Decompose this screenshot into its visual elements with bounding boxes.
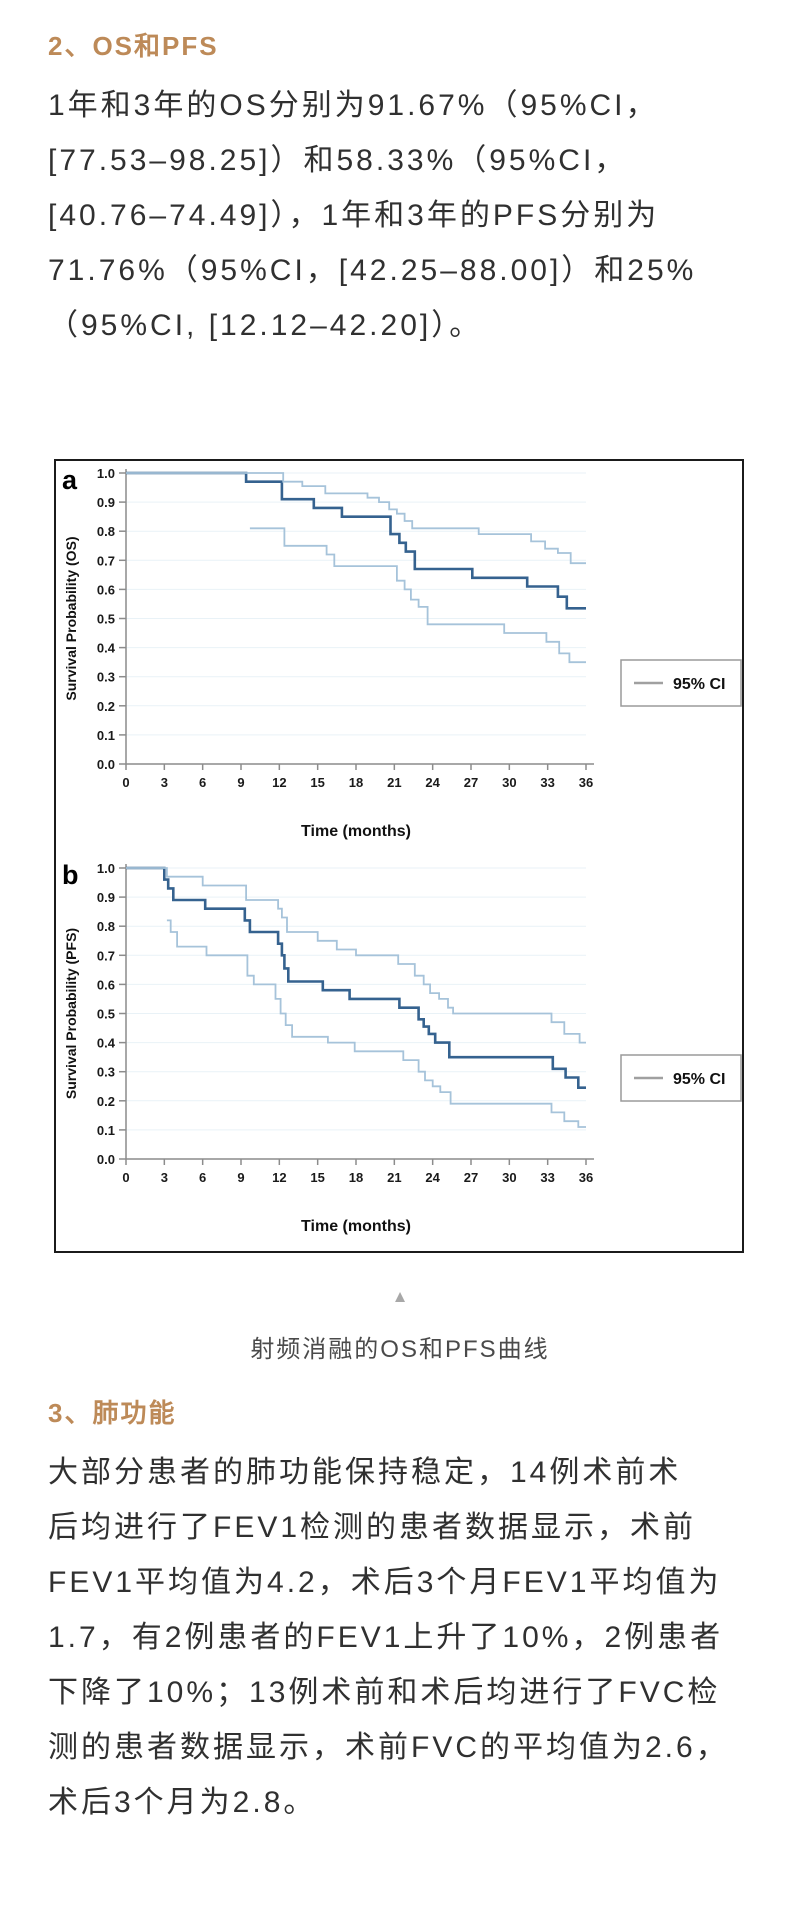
legend-label: 95% CI [673, 676, 725, 693]
x-tick-label: 33 [540, 775, 554, 790]
chart-os: 0.00.10.20.30.40.50.60.70.80.91.00 3 6 9 12 1… [62, 465, 742, 840]
y-axis-title: Survival Probability (PFS) [63, 928, 79, 1099]
y-tick-label: 1.0 [97, 466, 115, 481]
y-axis-title: Survival Probability (OS) [63, 536, 79, 700]
x-tick-label: 3 [161, 775, 168, 790]
x-tick-label: 36 [579, 775, 593, 790]
x-tick-label: 36 [579, 1170, 593, 1185]
section-heading-lung: 3、肺功能 [48, 1398, 177, 1428]
x-tick-label: 24 [425, 775, 440, 790]
y-tick-label: 0.3 [97, 670, 115, 685]
x-tick-label: 9 [237, 1170, 244, 1185]
series-ci-upper [126, 472, 586, 565]
y-tick-label: 0.0 [97, 757, 115, 772]
y-tick-label: 1.0 [97, 861, 115, 876]
series-ci-upper [126, 867, 586, 1044]
y-tick-label: 0.4 [97, 1036, 116, 1051]
x-tick-label: 18 [349, 1170, 363, 1185]
x-tick-label: 33 [540, 1170, 554, 1185]
y-tick-label: 0.4 [97, 641, 116, 656]
x-tick-label: 30 [502, 775, 516, 790]
x-tick-label: 6 [199, 1170, 206, 1185]
x-tick-label: 0 [122, 775, 129, 790]
y-tick-label: 0.7 [97, 553, 115, 568]
series-pfs-estimate [126, 866, 586, 1089]
x-tick-label: 12 [272, 775, 286, 790]
x-axis-title: Time (months) [301, 1218, 411, 1235]
x-tick-label: 24 [425, 1170, 440, 1185]
x-tick-label: 15 [310, 775, 324, 790]
paragraph-lung: 大部分患者的肺功能保持稳定，14例术前术 后均进行了FEV1检测的患者数据显示，… [48, 1456, 729, 1819]
y-tick-label: 0.0 [97, 1152, 115, 1167]
y-tick-label: 0.5 [97, 612, 115, 627]
caption-arrow-icon: ▲ [391, 1287, 409, 1306]
legend-label: 95% CI [673, 1071, 725, 1088]
y-tick-label: 0.7 [97, 948, 115, 963]
x-tick-label: 0 [122, 1170, 129, 1185]
paragraph-os-pfs: 1年和3年的OS分别为91.67%（95%CI， [77.53–98.25]）和… [48, 89, 697, 342]
x-tick-label: 15 [310, 1170, 324, 1185]
series-os-estimate [126, 471, 586, 610]
y-tick-label: 0.2 [97, 699, 115, 714]
y-tick-label: 0.5 [97, 1007, 115, 1022]
chart-pfs: 0.00.10.20.30.40.50.60.70.80.91.00 3 6 9 12 1… [62, 860, 742, 1235]
x-tick-label: 3 [161, 1170, 168, 1185]
series-ci-lower [249, 527, 586, 664]
x-tick-label: 9 [237, 775, 244, 790]
panel-label: b [62, 860, 79, 890]
y-tick-label: 0.2 [97, 1094, 115, 1109]
x-tick-label: 21 [387, 775, 401, 790]
x-tick-label: 27 [464, 775, 478, 790]
y-tick-label: 0.8 [97, 919, 115, 934]
x-tick-label: 18 [349, 775, 363, 790]
section-heading-os-pfs: 2、OS和PFS [48, 31, 219, 61]
x-tick-label: 12 [272, 1170, 286, 1185]
survival-figure: 0.0 0.1 0.2 0.3 0.4 0.5 0.6 0.7 0.8 0.9 1.0 0 3 6 9 12 1… [54, 459, 744, 1253]
y-tick-label: 0.9 [97, 890, 115, 905]
panel-label: a [62, 465, 78, 495]
x-tick-label: 27 [464, 1170, 478, 1185]
y-tick-label: 0.1 [97, 728, 115, 743]
y-tick-label: 0.1 [97, 1123, 115, 1138]
figure-caption: 射频消融的OS和PFS曲线 [250, 1336, 550, 1363]
x-tick-label: 6 [199, 775, 206, 790]
y-tick-label: 0.9 [97, 495, 115, 510]
x-tick-label: 30 [502, 1170, 516, 1185]
y-tick-label: 0.6 [97, 582, 115, 597]
y-tick-label: 0.6 [97, 977, 115, 992]
series-ci-lower [166, 919, 586, 1128]
x-axis-title: Time (months) [301, 823, 411, 840]
x-tick-label: 21 [387, 1170, 401, 1185]
y-tick-label: 0.3 [97, 1065, 115, 1080]
y-tick-label: 0.8 [97, 524, 115, 539]
